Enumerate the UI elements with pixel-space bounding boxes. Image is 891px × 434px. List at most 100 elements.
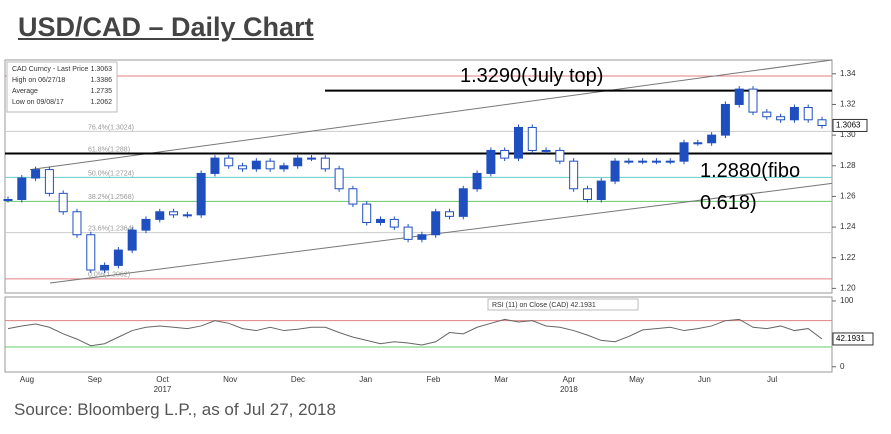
- candle-body: [665, 160, 675, 163]
- candle-body: [596, 180, 606, 200]
- candle-body: [527, 126, 537, 151]
- fib-label: 38.2%(1.2568): [88, 194, 134, 201]
- rsi-title-box: [487, 298, 639, 311]
- x-tick-label: May: [629, 375, 644, 384]
- x-tick-label: Dec: [291, 375, 305, 384]
- legend-label: Average: [12, 88, 38, 95]
- x-tick-label: Jul: [767, 375, 777, 384]
- candle-body: [720, 103, 730, 136]
- candle-body: [803, 107, 813, 121]
- candle-body: [624, 160, 634, 163]
- legend-label: Low on 09/08/17: [12, 99, 64, 106]
- candle-body: [472, 172, 482, 190]
- candle-body: [513, 126, 523, 159]
- x-year-label: 2018: [560, 385, 578, 394]
- y-tick-label: 1.32: [840, 100, 856, 109]
- candle-body: [582, 188, 592, 200]
- candle-body: [376, 218, 386, 223]
- y-tick-label: 0: [840, 362, 845, 371]
- x-tick-label: Nov: [223, 375, 237, 384]
- y-tick-label: 1.34: [840, 69, 856, 78]
- rsi-last-tag: [832, 332, 874, 346]
- candle-body: [817, 119, 827, 126]
- candle-body: [748, 88, 758, 113]
- candle-body: [127, 229, 137, 251]
- level-annotation: 0.618): [700, 192, 757, 214]
- candle-body: [334, 168, 344, 190]
- candle-body: [734, 88, 744, 105]
- candle-body: [196, 172, 206, 216]
- candle-body: [789, 107, 799, 121]
- x-tick-label: Aug: [20, 375, 34, 384]
- candle-body: [182, 214, 192, 217]
- candle-body: [431, 211, 441, 236]
- candle-body: [348, 188, 358, 205]
- y-tick-label: 1.22: [840, 253, 856, 262]
- candle-body: [389, 218, 399, 228]
- candle-body: [3, 198, 13, 201]
- candle-body: [293, 157, 303, 167]
- fib-label: 76.4%(1.3024): [88, 124, 134, 131]
- candle-body: [776, 116, 786, 121]
- legend-box: [6, 61, 118, 113]
- page-title: USD/CAD – Daily Chart: [18, 12, 314, 42]
- candle-body: [458, 188, 468, 217]
- channel-line: [49, 182, 833, 284]
- fib-label: 50.0%(1.2724): [88, 170, 134, 177]
- candle-body: [444, 211, 454, 217]
- rsi-line: [7, 318, 823, 347]
- candle-body: [58, 192, 68, 213]
- candle-body: [541, 149, 551, 152]
- candle-body: [610, 160, 620, 182]
- candle-body: [251, 160, 261, 170]
- candle-body: [417, 234, 427, 240]
- rsi-last-label: 42.1931: [836, 334, 865, 343]
- legend-value: 1.3063: [91, 66, 113, 73]
- candle-body: [72, 211, 82, 236]
- channel-line: [29, 59, 833, 171]
- x-tick-label: Feb: [427, 375, 441, 384]
- candle-body: [169, 211, 179, 216]
- candle-body: [486, 149, 496, 174]
- candle-body: [141, 218, 151, 231]
- plot-frame: [4, 59, 833, 294]
- legend-value: 1.2062: [91, 99, 113, 106]
- candle-body: [555, 149, 565, 162]
- y-tick-label: 1.28: [840, 161, 856, 170]
- candle-body: [210, 157, 220, 174]
- candle-body: [651, 160, 661, 163]
- candle-body: [100, 264, 110, 271]
- y-tick-label: 1.20: [840, 284, 856, 293]
- last-price-tag: [832, 118, 868, 132]
- last-price-label: 1.3063: [836, 121, 861, 130]
- candle-body: [224, 157, 234, 167]
- level-annotation: 1.3290(July top): [460, 65, 603, 87]
- x-tick-label: Jan: [359, 375, 372, 384]
- candle-body: [707, 134, 717, 144]
- rsi-frame: [4, 296, 833, 373]
- candle-body: [500, 149, 510, 159]
- legend-value: 1.3386: [91, 77, 113, 84]
- x-tick-label: Mar: [494, 375, 508, 384]
- x-year-label: 2017: [154, 385, 172, 394]
- x-tick-label: Apr: [563, 375, 576, 384]
- candle-body: [113, 249, 123, 266]
- rsi-title: RSI (11) on Close (CAD) 42.1931: [492, 302, 596, 309]
- fib-label: 23.6%(1.2364): [88, 225, 134, 232]
- source-note: Source: Bloomberg L.P., as of Jul 27, 20…: [14, 400, 336, 419]
- candle-body: [638, 160, 648, 163]
- x-tick-label: Oct: [156, 375, 169, 384]
- candle-body: [265, 160, 275, 170]
- candle-body: [31, 169, 41, 179]
- level-annotation: 1.2880(fibo: [700, 160, 800, 182]
- y-tick-label: 1.30: [840, 130, 856, 139]
- chart: 1.20 1.22 1.24 1.26 1.28 1.30 1.32 1.34 76.4%(1.…: [3, 59, 874, 394]
- candle-body: [238, 165, 248, 170]
- candle-body: [155, 211, 165, 220]
- candle-body: [569, 160, 579, 190]
- x-tick-label: Sep: [88, 375, 103, 384]
- candle-body: [762, 111, 772, 118]
- y-tick-label: 1.26: [840, 192, 856, 201]
- candle-body: [403, 226, 413, 240]
